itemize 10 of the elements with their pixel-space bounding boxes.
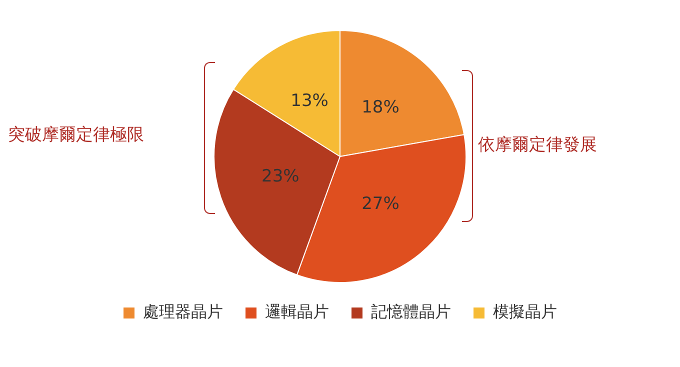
legend-label: 記憶體晶片 [371,302,451,322]
data-label: 18% [362,98,400,118]
data-label: 27% [362,194,400,214]
data-label: 23% [261,166,300,186]
legend-label: 邏輯晶片 [265,302,329,322]
text: 突破摩爾定律極限 [8,124,144,146]
data-label: 13% [290,90,328,111]
legend-label: 模擬晶片 [493,302,557,322]
text: 依摩爾定律發展 [478,134,597,156]
legend-label: 處理器晶片 [143,302,223,322]
